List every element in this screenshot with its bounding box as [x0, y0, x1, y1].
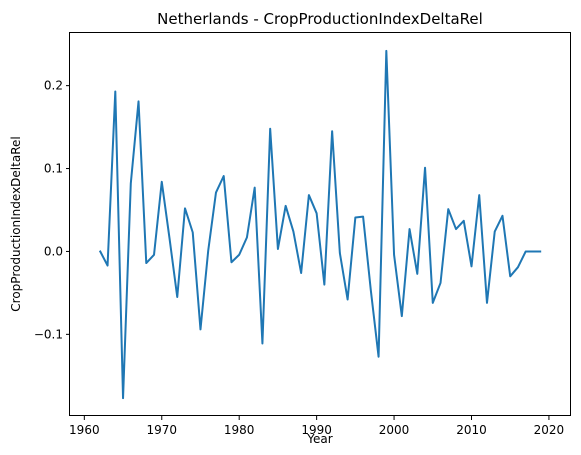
x-tick-label: 1960: [69, 423, 100, 437]
y-tick-label: 0.0: [44, 244, 63, 258]
x-tick-label: 1970: [146, 423, 177, 437]
x-tick-label: 1990: [301, 423, 332, 437]
x-tick-label: 2010: [456, 423, 487, 437]
y-tick-label: 0.1: [44, 162, 63, 176]
x-tick-label: 2000: [379, 423, 410, 437]
x-axis: 1960 1970 1980 1990 2000 2010 2020: [69, 416, 564, 437]
plot-frame: [69, 32, 571, 416]
chart-title: Netherlands - CropProductionIndexDeltaRe…: [157, 10, 483, 28]
plot-area: [98, 49, 542, 400]
x-axis-label: Year: [306, 432, 332, 446]
series-line: [98, 49, 542, 400]
y-tick-label: −0.1: [34, 327, 63, 341]
y-axis: −0.1 0.0 0.1 0.2: [34, 79, 70, 341]
x-tick-label: 2020: [534, 423, 565, 437]
x-tick-label: 1980: [224, 423, 255, 437]
y-axis-label: CropProductionIndexDeltaRel: [9, 136, 23, 311]
y-tick-label: 0.2: [44, 79, 63, 93]
